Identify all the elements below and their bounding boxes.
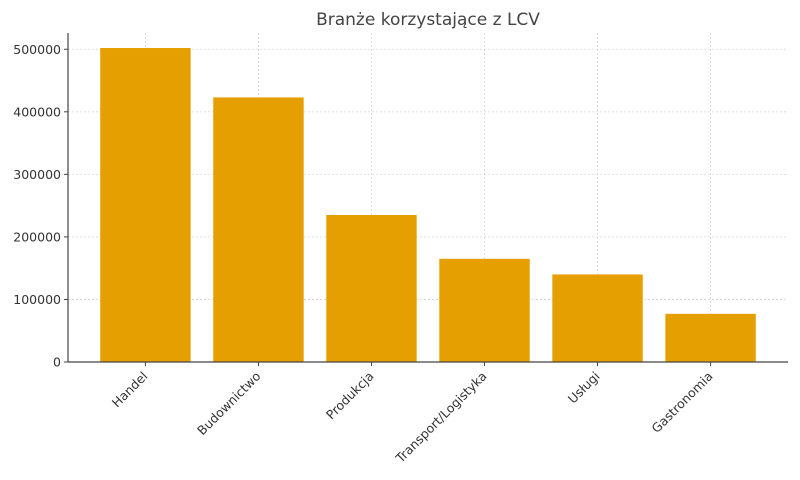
y-tick-label: 400000: [13, 104, 61, 119]
bar-budownictwo: [213, 97, 304, 363]
x-tick-label: Budownictwo: [194, 369, 264, 439]
y-tick-label: 500000: [13, 42, 61, 57]
bar-produkcja: [326, 215, 417, 362]
x-tick-label: Gastronomia: [648, 369, 715, 436]
y-tick-label: 200000: [13, 229, 61, 244]
y-tick-label: 100000: [13, 292, 61, 307]
x-tick-label: Usługi: [565, 369, 603, 407]
bar-handel: [100, 48, 191, 362]
y-axis-ticks: 0 100000 200000 300000 400000 500000: [13, 42, 68, 370]
y-tick-label: 0: [53, 355, 61, 370]
y-tick-label: 300000: [13, 167, 61, 182]
bars: [100, 48, 756, 363]
x-axis-ticks: Handel Budownictwo Produkcja Transport/Logi…: [109, 362, 716, 466]
bar-usługi: [552, 274, 643, 362]
bar-transport-logistyka: [439, 258, 530, 362]
bar-gastronomia: [665, 313, 756, 362]
chart-title: Branże korzystające z LCV: [316, 10, 540, 30]
x-tick-label: Produkcja: [323, 369, 377, 423]
x-tick-label: Transport/Logistyka: [392, 369, 490, 467]
x-tick-label: Handel: [109, 369, 151, 411]
